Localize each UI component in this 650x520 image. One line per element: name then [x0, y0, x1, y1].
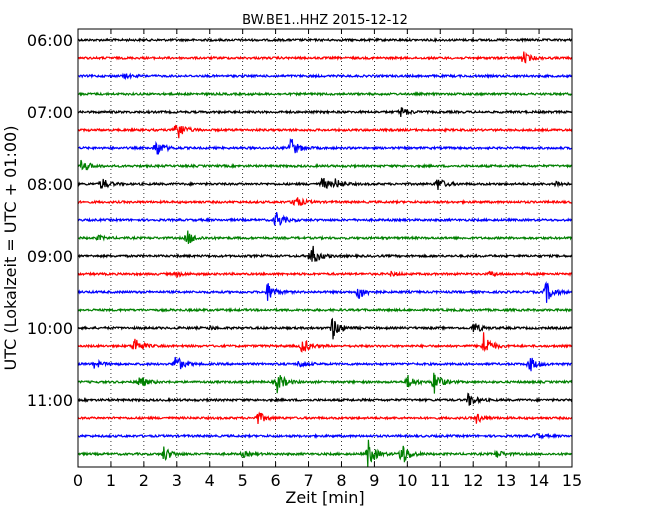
x-tick-label: 0: [73, 471, 83, 490]
x-tick-label: 15: [562, 471, 582, 490]
seismic-trace-1045: [77, 372, 573, 394]
y-tick-label: 08:00: [27, 175, 73, 194]
trace-group: [77, 36, 573, 468]
x-tick-label: 4: [205, 471, 215, 490]
x-tick-label: 9: [369, 471, 379, 490]
x-tick-label: 11: [430, 471, 450, 490]
seismic-trace-0715: [77, 124, 573, 139]
seismic-trace-1015: [77, 332, 573, 353]
y-tick-label: 11:00: [27, 391, 73, 410]
y-tick-label: 10:00: [27, 319, 73, 338]
y-tick-label: 09:00: [27, 247, 73, 266]
seismic-trace-0900: [77, 245, 573, 262]
seismic-trace-1100: [77, 392, 573, 406]
seismic-trace-0615: [77, 51, 573, 64]
seismic-trace-0700: [77, 106, 573, 117]
seismic-trace-1000: [77, 317, 573, 340]
x-tick-label: 13: [496, 471, 516, 490]
seismic-trace-0630: [77, 72, 573, 81]
seismic-trace-0845: [77, 230, 572, 244]
x-tick-label: 6: [271, 471, 281, 490]
x-tick-label: 5: [238, 471, 248, 490]
y-tick-label: 07:00: [27, 103, 73, 122]
seismic-trace-1145: [77, 439, 572, 468]
seismic-trace-0745: [77, 159, 573, 171]
seismic-trace-0915: [77, 270, 573, 279]
plot-frame: [77, 28, 573, 468]
seismic-trace-0645: [77, 91, 573, 97]
seismic-trace-0600: [77, 36, 573, 43]
x-tick-label: 14: [529, 471, 549, 490]
axis-ticks: 0 1 2 3 4 5 6 7 8 9 10 11 12 13 14 1506:0007:0008:0009:…: [27, 29, 582, 490]
x-tick-label: 1: [106, 471, 116, 490]
x-tick-label: 10: [397, 471, 417, 490]
seismic-trace-1030: [77, 356, 572, 372]
y-tick-label: 06:00: [27, 31, 73, 50]
seismic-trace-0930: [77, 280, 573, 303]
x-tick-label: 7: [303, 471, 313, 490]
seismic-trace-1115: [77, 411, 573, 425]
x-tick-label: 12: [463, 471, 483, 490]
chart-title: BW.BE1..HHZ 2015-12-12: [242, 13, 408, 28]
y-axis-label: UTC (Lokalzeit = UTC + 01:00): [1, 126, 20, 371]
seismic-trace-0945: [77, 307, 573, 313]
seismic-trace-0730: [77, 138, 572, 155]
x-tick-label: 3: [172, 471, 182, 490]
seismic-trace-0800: [77, 177, 572, 191]
seismic-trace-1130: [77, 432, 573, 440]
seismic-trace-0830: [77, 212, 573, 226]
seismic-trace-0815: [77, 197, 572, 206]
x-tick-label: 2: [139, 471, 149, 490]
x-axis-label: Zeit [min]: [285, 488, 364, 507]
x-tick-label: 8: [336, 471, 346, 490]
